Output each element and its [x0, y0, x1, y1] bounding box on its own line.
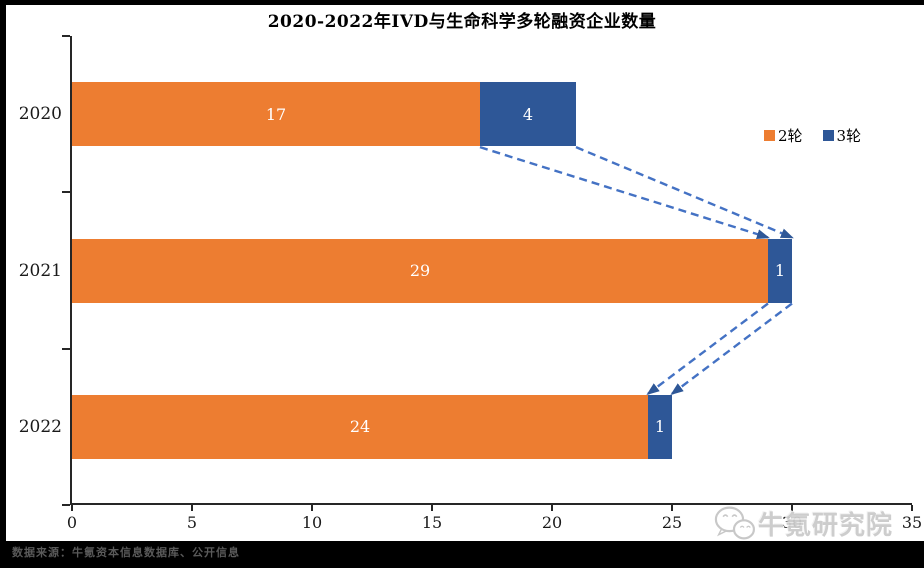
x-tick-label: 10 [301, 513, 323, 532]
bar-segment: 29 [72, 238, 768, 303]
y-axis-tick [62, 35, 70, 37]
x-tick-label: 25 [661, 513, 683, 532]
bar-segment: 24 [72, 394, 648, 459]
x-axis-tick [911, 505, 913, 511]
bar-segment: 1 [648, 394, 672, 459]
x-axis-tick [431, 505, 433, 511]
legend-swatch [764, 130, 775, 141]
bar-value-label: 24 [349, 417, 371, 437]
x-axis-tick [791, 505, 793, 511]
x-tick-label: 35 [901, 513, 923, 532]
connector-arrow [479, 146, 770, 239]
x-tick-label: 15 [421, 513, 443, 532]
legend-swatch [822, 130, 834, 141]
x-axis-tick [191, 505, 193, 511]
x-tick-label: 30 [781, 513, 803, 532]
legend-item: 2轮 [764, 125, 803, 146]
watermark: 牛氪研究院 [712, 504, 893, 542]
border-left [0, 0, 6, 568]
x-axis-tick [671, 505, 673, 511]
bar-value-label: 1 [654, 417, 666, 437]
watermark-text: 牛氪研究院 [758, 510, 894, 541]
legend-label: 2轮 [778, 127, 803, 145]
x-tick-label: 5 [186, 513, 198, 532]
legend: 2轮 3轮 [764, 125, 861, 146]
x-axis-tick [71, 505, 73, 511]
y-axis-tick [62, 191, 70, 194]
legend-label: 3轮 [836, 127, 862, 145]
connector-arrow [670, 302, 793, 396]
bar-segment: 1 [768, 238, 792, 303]
connector-arrow [575, 146, 794, 239]
bar-segment: 17 [72, 82, 480, 147]
x-axis-tick [311, 505, 313, 511]
category-label: 2021 [18, 260, 62, 281]
bar-value-label: 17 [265, 104, 287, 124]
bar-value-label: 29 [409, 261, 431, 280]
x-axis-tick [551, 505, 553, 511]
legend-item: 3轮 [822, 125, 862, 146]
wechat-logo-icon [714, 506, 755, 540]
category-label: 2022 [18, 416, 62, 437]
connector-arrow [646, 302, 769, 396]
footer-bar: 数据来源：牛氪资本信息数据库、公开信息 [0, 541, 924, 568]
bar-segment: 4 [480, 82, 576, 147]
data-source-note: 数据来源：牛氪资本信息数据库、公开信息 [12, 546, 240, 559]
y-axis-tick [62, 504, 70, 506]
y-axis-tick [62, 347, 70, 350]
border-top [0, 0, 924, 5]
chart-title: 2020-2022年IVD与生命科学多轮融资企业数量 [267, 12, 657, 32]
y-axis-line [70, 36, 72, 505]
category-label: 2020 [18, 104, 62, 125]
bar-value-label: 4 [522, 104, 534, 124]
x-tick-label: 20 [541, 513, 563, 532]
x-axis-line [70, 503, 912, 505]
bar-value-label: 1 [774, 261, 786, 280]
x-tick-label: 0 [66, 513, 78, 532]
